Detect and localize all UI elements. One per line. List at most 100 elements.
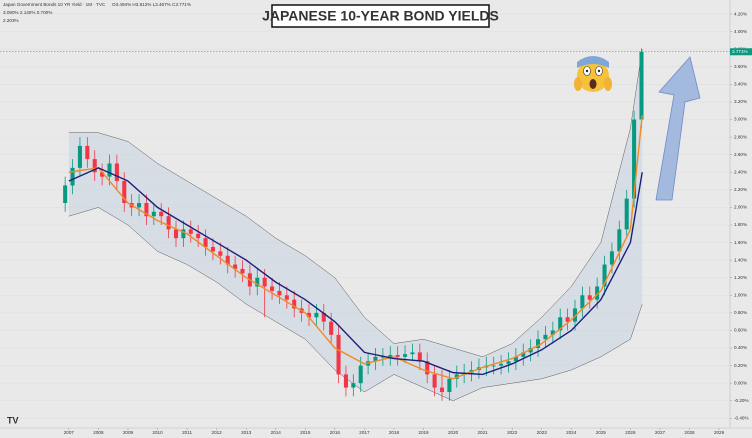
y-tick-label: 1.60% <box>734 240 747 245</box>
candle-body <box>336 334 341 375</box>
candle-body <box>122 181 127 204</box>
indicator-values: 3.090% 2.140% 0.700% <box>3 10 52 15</box>
candle-body <box>572 308 578 322</box>
x-tick-label: 2025 <box>596 430 607 435</box>
candle-body <box>617 229 622 252</box>
candle-body <box>203 238 208 247</box>
candle-body <box>166 216 171 230</box>
candle-body <box>151 211 156 217</box>
y-tick-label: 3.00% <box>734 117 747 122</box>
chart-title: JAPANESE 10-YEAR BOND YIELDS <box>262 8 499 24</box>
candle-body <box>70 167 75 186</box>
y-tick-label: 3.40% <box>734 82 747 87</box>
candle-body <box>550 330 555 335</box>
candle-body <box>565 317 570 322</box>
candle-body <box>499 363 504 366</box>
x-tick-label: 2014 <box>271 430 282 435</box>
candle-body <box>63 185 68 204</box>
candle-body <box>395 355 400 357</box>
tv-logo: TV <box>7 415 19 425</box>
candle-body <box>210 246 215 252</box>
y-tick-label: 0.40% <box>734 345 747 350</box>
y-tick-label: 1.00% <box>734 293 747 298</box>
candle-body <box>380 356 385 358</box>
title-box <box>271 4 490 28</box>
candle-body <box>173 229 179 239</box>
candle-body <box>85 145 90 160</box>
x-tick-label: 2026 <box>625 430 636 435</box>
candle-body <box>262 277 267 287</box>
candle-body <box>137 203 142 208</box>
last-price-label: 3.771% <box>732 49 748 54</box>
candle-body <box>432 374 437 388</box>
x-tick-label: 2018 <box>389 430 400 435</box>
x-tick-label: 2017 <box>359 430 370 435</box>
candle-body <box>447 378 452 392</box>
y-tick-label: 2.40% <box>734 169 747 174</box>
up-arrow <box>655 56 701 201</box>
candle-body <box>513 356 518 362</box>
candle-body <box>639 51 644 120</box>
candle-body <box>439 387 445 392</box>
candle-body <box>358 365 363 384</box>
candle-body <box>100 172 105 177</box>
candle-body <box>558 317 563 331</box>
x-tick-label: 2016 <box>330 430 341 435</box>
candle-body <box>270 286 275 291</box>
candle-body <box>343 374 348 388</box>
candle-body <box>77 145 82 168</box>
y-tick-label: 2.80% <box>734 134 747 139</box>
candle-body <box>181 229 186 239</box>
candle-body <box>521 352 526 357</box>
candle-body <box>292 299 297 309</box>
y-tick-label: 3.20% <box>734 99 747 104</box>
x-tick-label: 2027 <box>655 430 666 435</box>
candle-body <box>144 203 149 217</box>
x-tick-label: 2009 <box>123 430 134 435</box>
candle-body <box>321 312 326 322</box>
candle-body <box>373 356 378 362</box>
candle-body <box>632 119 637 199</box>
candle-body <box>351 383 356 388</box>
candle-body <box>329 321 334 335</box>
moving-average <box>68 167 643 376</box>
y-tick-label: 3.60% <box>734 64 747 69</box>
candle-body <box>284 295 289 300</box>
last-price-box <box>730 48 752 56</box>
candle-body <box>107 163 112 177</box>
y-tick-label: 1.80% <box>734 222 747 227</box>
candle-body <box>410 352 415 355</box>
candle-body <box>595 286 600 300</box>
x-tick-label: 2028 <box>684 430 695 435</box>
plot-area <box>0 13 730 419</box>
x-tick-label: 2019 <box>418 430 429 435</box>
y-tick-label: 0.60% <box>734 328 747 333</box>
band-lower <box>68 207 643 402</box>
candle-body <box>536 339 541 349</box>
candle-body <box>403 354 408 357</box>
candle-body <box>454 374 459 379</box>
instrument: Japan Government Bonds 10 YR Yield · 1M … <box>3 2 106 7</box>
scared-emoji <box>574 56 612 92</box>
x-tick-label: 2013 <box>241 430 252 435</box>
candle-body <box>196 233 201 239</box>
candle-body <box>188 229 193 234</box>
y-tick-label: 4.20% <box>734 11 747 16</box>
y-tick-label: 2.60% <box>734 152 747 157</box>
ohlc: O3.494% H3.812% L3.467% C3.771% <box>112 2 191 7</box>
candle-body <box>277 290 282 296</box>
candle-body <box>114 163 119 182</box>
y-tick-label: -0.40% <box>734 416 749 421</box>
x-tick-label: 2010 <box>152 430 163 435</box>
candle-body <box>491 365 496 367</box>
y-tick-label: 0.80% <box>734 310 747 315</box>
y-tick-label: 0.00% <box>734 380 747 385</box>
candle-body <box>159 211 164 217</box>
candle-body <box>218 251 223 256</box>
x-tick-label: 2008 <box>93 430 104 435</box>
candle-body <box>609 251 614 265</box>
candle-body <box>233 264 238 269</box>
x-tick-label: 2007 <box>64 430 75 435</box>
